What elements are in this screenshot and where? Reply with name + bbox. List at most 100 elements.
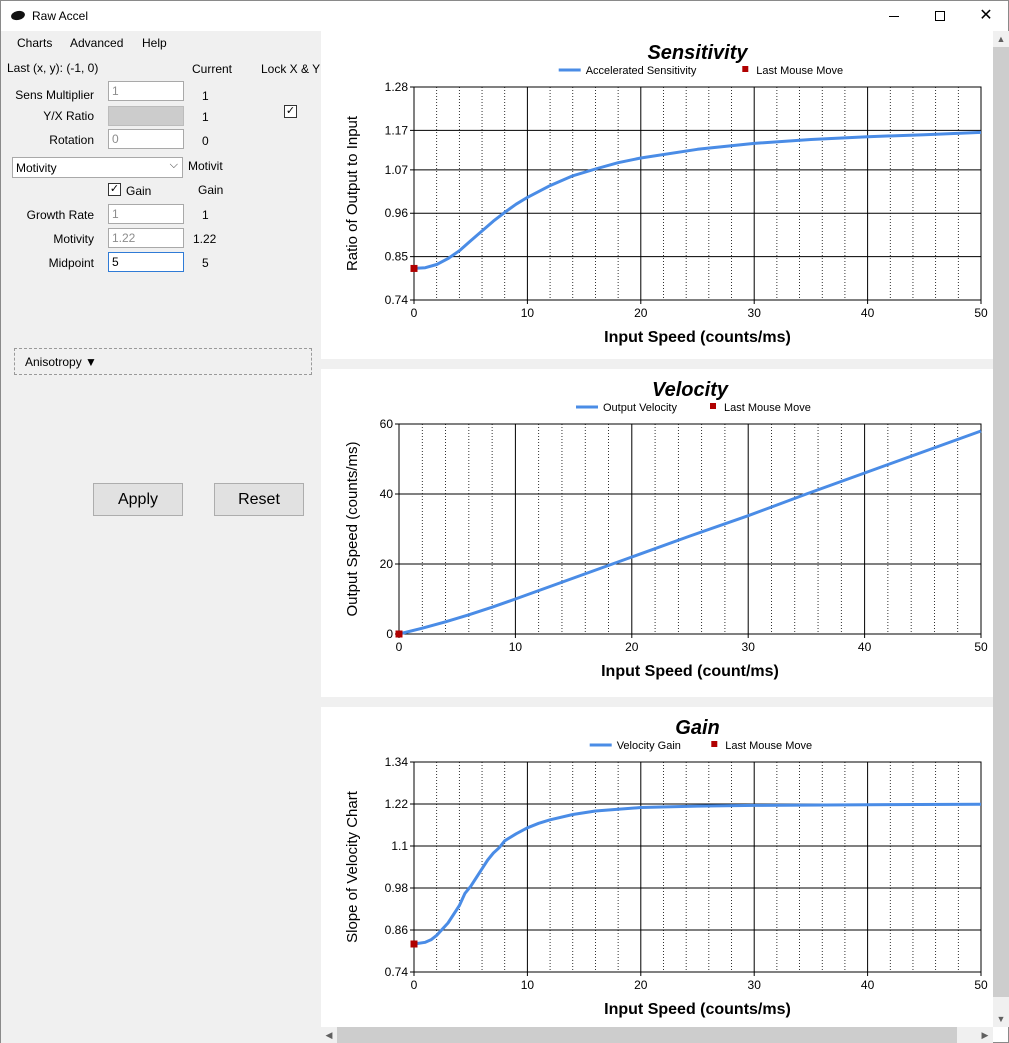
x-tick-label: 30 xyxy=(748,306,762,320)
scroll-left-icon[interactable]: ◀ xyxy=(325,1029,333,1040)
x-tick-label: 20 xyxy=(634,978,648,992)
yx-ratio-input xyxy=(108,106,184,126)
velocity-chart-box: Velocity Output Velocity Last Mouse Move 0 1… xyxy=(321,369,993,697)
midpoint-current: 5 xyxy=(202,256,209,270)
last-mouse-move-point xyxy=(410,940,418,948)
x-tick-label: 50 xyxy=(974,306,988,320)
y-tick-label: 0.98 xyxy=(385,881,409,895)
x-tick-label: 0 xyxy=(396,640,403,654)
y-axis-label: Ratio of Output to Input xyxy=(344,115,361,271)
menu-advanced[interactable]: Advanced xyxy=(70,36,124,50)
y-tick-label: 0.74 xyxy=(385,293,409,307)
plot-frame xyxy=(413,761,982,973)
x-tick-label: 40 xyxy=(861,978,875,992)
series-line xyxy=(413,802,982,946)
chart-title: Gain xyxy=(675,717,719,739)
minimize-button[interactable] xyxy=(871,1,917,31)
scroll-down-icon[interactable]: ▼ xyxy=(996,1014,1006,1024)
legend-point-label: Last Mouse Move xyxy=(756,65,843,77)
rotation-label: Rotation xyxy=(49,133,94,147)
plot-frame xyxy=(398,423,982,635)
rotation-current: 0 xyxy=(202,134,209,148)
y-tick-label: 0 xyxy=(386,627,393,641)
y-tick-label: 0.85 xyxy=(385,250,409,264)
accel-type-value: Motivity xyxy=(16,161,57,175)
chevron-down-icon: ⌵ xyxy=(169,159,178,171)
sens-multiplier-input[interactable]: 1 xyxy=(108,81,184,101)
window-title: Raw Accel xyxy=(32,9,89,23)
legend-point-swatch xyxy=(710,403,716,409)
last-mouse-move-point xyxy=(410,264,418,272)
y-tick-label: 1.34 xyxy=(385,755,409,769)
menu-help[interactable]: Help xyxy=(142,36,167,50)
reset-button[interactable]: Reset xyxy=(214,483,304,516)
scroll-up-icon[interactable]: ▲ xyxy=(996,34,1006,44)
midpoint-input[interactable]: 5 xyxy=(108,252,184,272)
gain-chart-box: Gain Velocity Gain Last Mouse Move 0 10 20 30 4… xyxy=(321,707,993,1027)
gain-label: Gain xyxy=(126,184,152,198)
x-tick-label: 20 xyxy=(625,640,639,654)
x-axis-label: Input Speed (count/ms) xyxy=(601,663,779,680)
maximize-button[interactable] xyxy=(917,1,963,31)
menu-charts[interactable]: Charts xyxy=(17,36,53,50)
last-mouse-move-point xyxy=(395,630,403,638)
x-tick-label: 30 xyxy=(748,978,762,992)
y-tick-label: 0.96 xyxy=(385,206,409,220)
x-tick-label: 10 xyxy=(521,978,535,992)
apply-button[interactable]: Apply xyxy=(93,483,183,516)
y-tick-label: 0.74 xyxy=(385,965,409,979)
sens-multiplier-label: Sens Multiplier xyxy=(15,88,94,102)
x-tick-label: 0 xyxy=(411,306,418,320)
motivity-current: 1.22 xyxy=(193,232,217,246)
legend-point-label: Last Mouse Move xyxy=(724,402,811,414)
horizontal-scroll-thumb[interactable] xyxy=(337,1027,957,1043)
rotation-input[interactable]: 0 xyxy=(108,129,184,149)
legend-series-label: Output Velocity xyxy=(603,402,677,414)
series-line xyxy=(413,130,982,270)
vertical-scroll-thumb[interactable] xyxy=(993,47,1009,997)
charts-panel: Sensitivity Accelerated Sensitivity Last M… xyxy=(321,31,993,1027)
maximize-icon xyxy=(935,11,945,21)
y-tick-label: 1.28 xyxy=(385,80,409,94)
growth-rate-label: Growth Rate xyxy=(26,208,94,222)
y-tick-label: 60 xyxy=(380,417,394,431)
vertical-scrollbar[interactable]: ▲ ▼ xyxy=(993,31,1009,1027)
legend-point-swatch xyxy=(711,741,718,747)
x-axis-label: Input Speed (counts/ms) xyxy=(604,1001,791,1018)
growth-rate-current: 1 xyxy=(202,208,209,222)
close-icon: ✕ xyxy=(979,7,993,24)
anisotropy-toggle[interactable]: Anisotropy ▼ xyxy=(14,348,312,375)
close-button[interactable]: ✕ xyxy=(963,1,1009,31)
y-tick-label: 20 xyxy=(380,557,394,571)
x-axis-label: Input Speed (counts/ms) xyxy=(604,329,791,346)
legend-series-label: Velocity Gain xyxy=(617,740,681,752)
sensitivity-chart-box: Sensitivity Accelerated Sensitivity Last M… xyxy=(321,31,993,359)
scroll-right-icon[interactable]: ▶ xyxy=(981,1029,989,1040)
x-tick-label: 10 xyxy=(521,306,535,320)
x-tick-label: 20 xyxy=(634,306,648,320)
legend-point-swatch xyxy=(742,66,749,72)
title-bar: Raw Accel ✕ xyxy=(1,1,1008,31)
x-tick-label: 30 xyxy=(742,640,756,654)
y-tick-label: 40 xyxy=(380,487,394,501)
y-axis-label: Output Speed (counts/ms) xyxy=(344,441,361,616)
motivity-label: Motivity xyxy=(53,232,94,246)
midpoint-label: Midpoint xyxy=(48,256,94,270)
sens-multiplier-current: 1 xyxy=(202,89,209,103)
lock-xy-checkbox[interactable]: ✓ xyxy=(284,105,297,118)
last-move-label: Last (x, y): (-1, 0) xyxy=(7,61,99,75)
growth-rate-input[interactable]: 1 xyxy=(108,204,184,224)
y-tick-label: 1.22 xyxy=(385,797,409,811)
gain-checkbox[interactable]: ✓ xyxy=(108,183,121,196)
series-line xyxy=(398,429,982,636)
motivity-input[interactable]: 1.22 xyxy=(108,228,184,248)
yx-ratio-current: 1 xyxy=(202,110,209,124)
accel-type-dropdown[interactable]: Motivity ⌵ xyxy=(12,157,183,178)
x-tick-label: 10 xyxy=(509,640,523,654)
y-axis-label: Slope of Velocity Chart xyxy=(344,790,361,943)
mouse-app-icon xyxy=(10,9,26,22)
horizontal-scrollbar[interactable]: ◀ ▶ xyxy=(321,1027,993,1043)
